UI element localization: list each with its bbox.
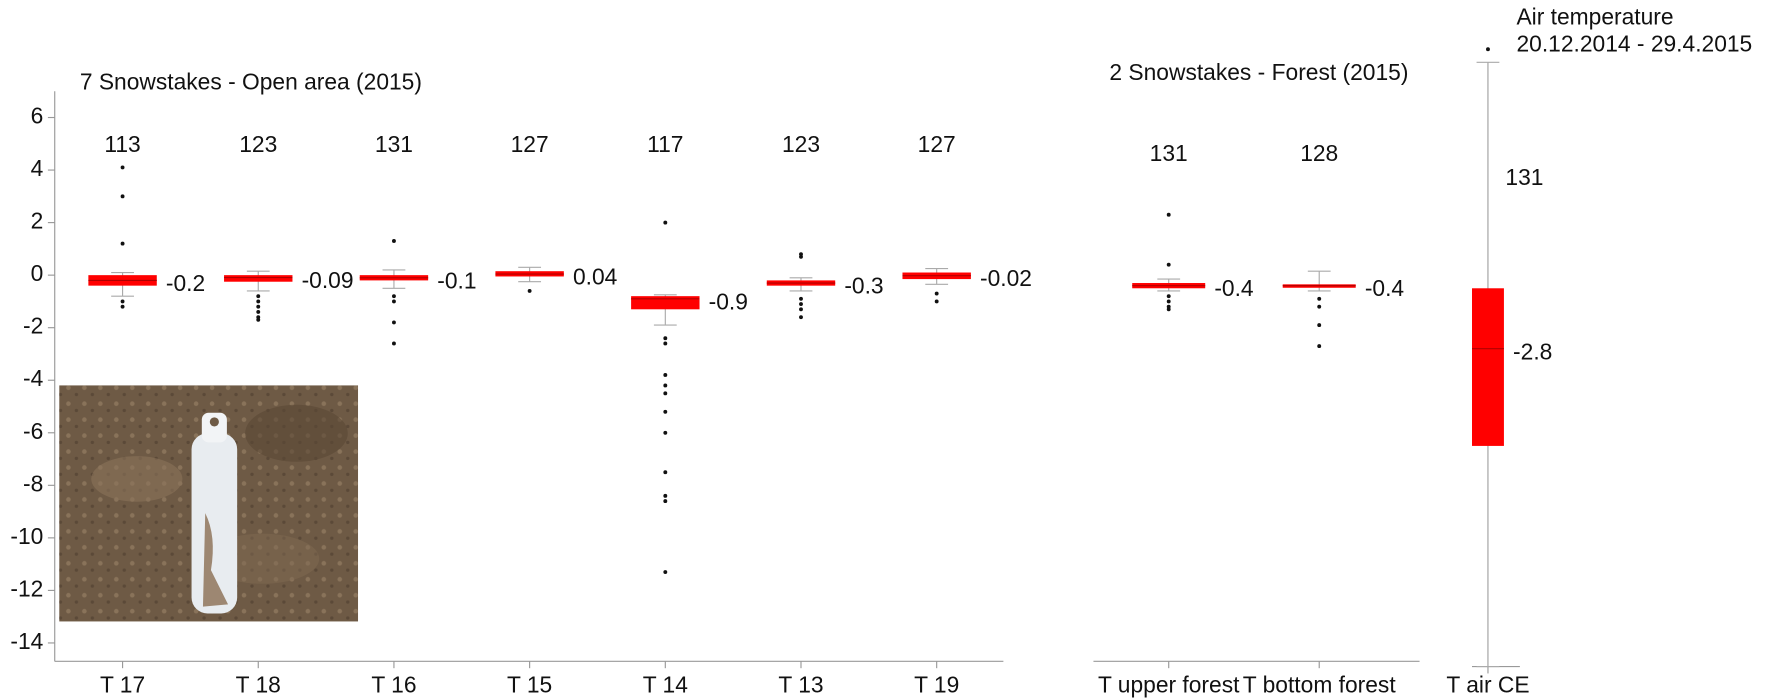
outlier [1167, 263, 1171, 267]
x-tick-label: T 17 [100, 671, 145, 697]
median-label: -0.1 [437, 267, 476, 293]
median-label: -0.4 [1214, 275, 1254, 301]
x-tick-label: T bottom forest [1243, 671, 1397, 697]
count-label: 123 [782, 131, 820, 157]
panel-title: 7 Snowstakes - Open area (2015) [80, 68, 422, 94]
median-label: -0.09 [302, 267, 354, 293]
count-label: 113 [104, 131, 140, 157]
outlier [663, 431, 667, 435]
count-label: 127 [511, 131, 549, 157]
outlier [256, 294, 260, 298]
outlier [799, 297, 803, 301]
outlier [663, 336, 667, 340]
outlier [121, 194, 125, 198]
outlier [935, 299, 939, 303]
inset-photo [59, 385, 358, 621]
outlier [1317, 297, 1321, 301]
box [224, 275, 292, 282]
outlier [392, 299, 396, 303]
outlier [392, 294, 396, 298]
outlier [1486, 47, 1490, 51]
box [1472, 288, 1504, 446]
outlier [1167, 213, 1171, 217]
y-tick-label: -4 [23, 365, 44, 391]
outlier [256, 318, 260, 322]
outlier [121, 165, 125, 169]
outlier [799, 315, 803, 319]
outlier [1317, 323, 1321, 327]
outlier [1167, 299, 1171, 303]
chart: 7 Snowstakes - Open area (2015) 2 Snowst… [0, 0, 1781, 699]
y-tick-label: -12 [10, 575, 43, 601]
y-tick-label: -6 [23, 418, 43, 444]
outlier [121, 299, 125, 303]
outlier [663, 494, 667, 498]
outlier [392, 239, 396, 243]
outlier [799, 307, 803, 311]
median-label: -0.02 [980, 265, 1032, 291]
outlier [663, 221, 667, 225]
x-tick-label: T 15 [507, 671, 552, 697]
outlier [256, 299, 260, 303]
count-label: 131 [1150, 140, 1188, 166]
panel-title: Air temperature [1516, 3, 1673, 29]
y-tick-label: 2 [31, 208, 44, 234]
outlier [392, 342, 396, 346]
outlier [663, 342, 667, 346]
outlier [1167, 294, 1171, 298]
panel-title: 2 Snowstakes - Forest (2015) [1109, 59, 1408, 85]
x-tick-label: T 19 [914, 671, 959, 697]
x-tick-label: T upper forest [1098, 671, 1240, 697]
outlier [663, 373, 667, 377]
x-tick-label: T air CE [1446, 671, 1529, 697]
panel-subtitle: 20.12.2014 - 29.4.2015 [1516, 31, 1752, 57]
count-label: 128 [1300, 140, 1338, 166]
outlier [1317, 344, 1321, 348]
outlier [799, 302, 803, 306]
outlier [256, 310, 260, 314]
y-tick-label: 0 [31, 260, 44, 286]
outlier [663, 470, 667, 474]
outlier [663, 570, 667, 574]
outlier [121, 242, 125, 246]
x-tick-label: T 18 [236, 671, 281, 697]
median-label: -0.3 [844, 273, 883, 299]
count-label: 117 [647, 131, 683, 157]
outlier [256, 305, 260, 309]
count-label: 131 [375, 131, 413, 157]
outlier [1317, 305, 1321, 309]
y-tick-label: -10 [10, 523, 43, 549]
page: 7 Snowstakes - Open area (2015) 2 Snowst… [0, 0, 1781, 699]
outlier [663, 499, 667, 503]
outlier [935, 292, 939, 296]
outlier [663, 410, 667, 414]
outlier [1167, 307, 1171, 311]
count-label: 131 [1505, 164, 1543, 190]
x-tick-label: T 14 [643, 671, 689, 697]
outlier [799, 255, 803, 259]
count-label: 127 [918, 131, 956, 157]
box [631, 296, 699, 309]
y-tick-label: -2 [23, 313, 43, 339]
median-label: 0.04 [573, 264, 618, 290]
count-label: 123 [239, 131, 277, 157]
y-tick-label: 4 [31, 155, 44, 181]
median-label: -2.8 [1513, 338, 1552, 364]
median-label: -0.4 [1365, 275, 1405, 301]
outlier [528, 289, 532, 293]
y-tick-label: -8 [23, 470, 43, 496]
x-tick-label: T 13 [778, 671, 823, 697]
outlier [121, 305, 125, 309]
outlier [663, 391, 667, 395]
median-label: -0.2 [166, 270, 205, 296]
outlier [663, 384, 667, 388]
outlier [392, 320, 396, 324]
median-label: -0.9 [709, 288, 748, 314]
y-tick-label: 6 [31, 103, 44, 129]
x-tick-label: T 16 [371, 671, 416, 697]
y-tick-label: -14 [10, 628, 43, 654]
